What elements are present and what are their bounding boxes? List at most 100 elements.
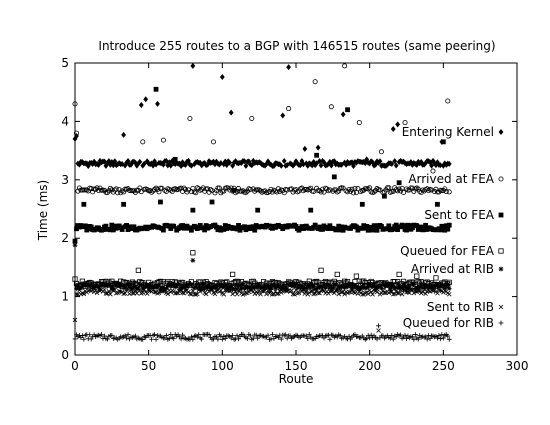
data-point	[237, 283, 243, 289]
data-point	[72, 101, 78, 107]
legend-label: Arrived at RIB	[411, 262, 494, 276]
data-point	[342, 285, 348, 291]
data-point	[72, 238, 78, 244]
data-point	[302, 145, 308, 152]
data-point	[317, 188, 323, 194]
data-point	[133, 288, 138, 293]
data-point	[168, 187, 174, 193]
data-point	[140, 162, 146, 169]
data-point	[228, 109, 234, 116]
data-point	[412, 286, 418, 291]
data-point	[186, 282, 191, 288]
data-point	[382, 193, 387, 199]
data-point	[274, 291, 280, 296]
x-tick-label: 300	[506, 359, 529, 373]
data-point	[252, 188, 258, 194]
data-point	[321, 288, 327, 293]
data-point	[371, 287, 377, 293]
data-point	[404, 227, 409, 233]
data-point	[311, 284, 317, 289]
data-point	[275, 282, 281, 288]
y-axis-label: Time (ms)	[36, 180, 50, 242]
data-point	[84, 281, 90, 287]
data-point	[340, 111, 346, 118]
legend-label: Sent to RIB	[427, 300, 494, 314]
data-point	[130, 286, 135, 292]
legend-label: Arrived at FEA	[408, 172, 494, 186]
y-tick-label: 5	[61, 56, 69, 70]
data-point	[331, 174, 337, 180]
data-point	[188, 282, 194, 288]
data-point	[376, 328, 381, 333]
chart-title: Introduce 255 routes to a BGP with 14651…	[98, 39, 495, 53]
data-point	[133, 159, 138, 166]
data-point	[234, 333, 240, 339]
data-point	[389, 283, 395, 289]
data-point	[253, 223, 259, 228]
data-point	[409, 334, 415, 340]
data-point	[99, 331, 104, 337]
data-point	[446, 189, 452, 195]
data-point	[221, 227, 227, 232]
data-point	[387, 286, 393, 292]
data-point	[287, 333, 293, 339]
data-point	[105, 159, 110, 166]
data-point	[228, 335, 234, 341]
data-point	[122, 162, 128, 169]
data-point	[156, 225, 162, 230]
data-point	[146, 288, 151, 293]
data-point	[435, 335, 440, 341]
data-point	[131, 224, 137, 230]
data-point	[440, 139, 446, 145]
data-point	[427, 336, 433, 342]
data-point	[221, 292, 227, 297]
data-point	[327, 289, 333, 294]
data-point	[188, 227, 194, 233]
data-point	[212, 291, 218, 297]
data-point	[314, 152, 320, 158]
data-point	[426, 285, 431, 291]
data-point	[215, 185, 221, 191]
data-point	[233, 289, 238, 295]
series-queued-for-rib	[72, 323, 452, 342]
data-point	[227, 285, 233, 291]
data-point	[128, 188, 134, 194]
data-point	[224, 287, 230, 293]
data-point	[433, 275, 439, 281]
data-point	[409, 225, 415, 231]
data-point	[161, 227, 166, 233]
data-point	[377, 187, 383, 193]
data-point	[119, 227, 125, 232]
data-point	[365, 186, 371, 192]
data-point	[368, 289, 374, 295]
data-point	[252, 227, 258, 233]
data-point	[304, 289, 309, 294]
legend-marker	[498, 129, 504, 135]
data-point	[122, 186, 128, 192]
series-arrived-at-fea	[72, 63, 452, 196]
data-point	[85, 162, 91, 169]
data-point	[240, 282, 246, 288]
data-point	[390, 336, 396, 342]
data-point	[157, 185, 163, 191]
data-point	[277, 285, 283, 291]
data-point	[109, 332, 115, 338]
data-point	[346, 289, 352, 295]
data-point	[318, 189, 324, 195]
data-point	[252, 284, 258, 290]
data-point	[222, 282, 228, 287]
data-point	[228, 283, 234, 289]
data-point	[411, 282, 417, 287]
data-point	[384, 226, 390, 232]
data-point	[255, 291, 260, 296]
data-point	[230, 226, 236, 231]
data-point	[180, 290, 185, 296]
data-point	[442, 227, 448, 233]
data-point	[157, 278, 164, 285]
data-point	[336, 291, 342, 297]
data-point	[403, 186, 409, 192]
data-point	[258, 284, 264, 290]
data-point	[265, 332, 271, 338]
x-tick-label: 100	[211, 359, 234, 373]
